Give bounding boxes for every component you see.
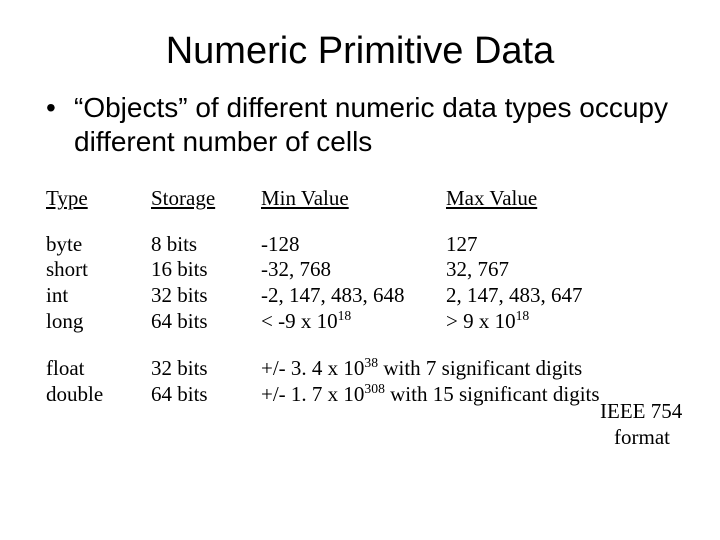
ieee-line1: IEEE 754 — [600, 398, 700, 424]
bullet-text: “Objects” of different numeric data type… — [74, 91, 680, 158]
cell-range: +/- 3. 4 x 1038 with 7 significant digit… — [261, 356, 631, 382]
ieee-note: IEEE 754 format — [600, 398, 700, 451]
cell-storage: 64 bits — [151, 382, 261, 408]
cell-max: 32, 767 — [446, 257, 631, 283]
cell-max: 2, 147, 483, 647 — [446, 283, 631, 309]
cell-type: double — [46, 382, 151, 408]
slide: Numeric Primitive Data • “Objects” of di… — [0, 0, 720, 540]
cell-max: 127 — [446, 232, 631, 258]
header-storage: Storage — [151, 186, 261, 212]
cell-range: +/- 1. 7 x 10308 with 15 significant dig… — [261, 382, 631, 408]
cell-storage: 64 bits — [151, 309, 261, 335]
cell-min: -32, 768 — [261, 257, 446, 283]
table-row: short16 bits-32, 76832, 767 — [46, 257, 680, 283]
cell-storage: 32 bits — [151, 283, 261, 309]
slide-title: Numeric Primitive Data — [40, 30, 680, 73]
bullet-item: • “Objects” of different numeric data ty… — [46, 91, 680, 158]
cell-type: long — [46, 309, 151, 335]
table-row: long64 bits< -9 x 1018> 9 x 1018 — [46, 309, 680, 335]
cell-type: short — [46, 257, 151, 283]
table-row: byte8 bits-128127 — [46, 232, 680, 258]
data-table: Type Storage Min Value Max Value byte8 b… — [46, 186, 680, 407]
cell-min: -128 — [261, 232, 446, 258]
cell-min: < -9 x 1018 — [261, 309, 446, 335]
header-max: Max Value — [446, 186, 631, 212]
header-min: Min Value — [261, 186, 446, 212]
table-row: int32 bits-2, 147, 483, 6482, 147, 483, … — [46, 283, 680, 309]
header-type: Type — [46, 186, 151, 212]
integer-rows: byte8 bits-128127short16 bits-32, 76832,… — [46, 232, 680, 334]
cell-type: float — [46, 356, 151, 382]
cell-storage: 32 bits — [151, 356, 261, 382]
cell-type: int — [46, 283, 151, 309]
float-rows: float32 bits+/- 3. 4 x 1038 with 7 signi… — [46, 356, 680, 407]
cell-storage: 16 bits — [151, 257, 261, 283]
table-row: double64 bits+/- 1. 7 x 10308 with 15 si… — [46, 382, 680, 408]
bullet-mark: • — [46, 91, 74, 125]
table-row: float32 bits+/- 3. 4 x 1038 with 7 signi… — [46, 356, 680, 382]
table-header-row: Type Storage Min Value Max Value — [46, 186, 680, 212]
cell-min: -2, 147, 483, 648 — [261, 283, 446, 309]
ieee-line2: format — [600, 424, 700, 450]
cell-type: byte — [46, 232, 151, 258]
cell-storage: 8 bits — [151, 232, 261, 258]
row-gap — [46, 334, 680, 356]
cell-max: > 9 x 1018 — [446, 309, 631, 335]
